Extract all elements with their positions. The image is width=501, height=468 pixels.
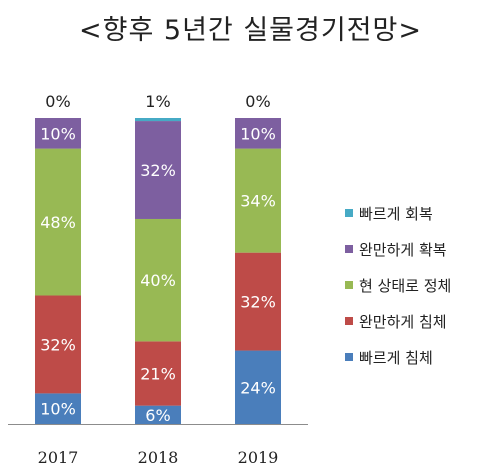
legend-item: 빠르게 회복 <box>345 205 433 223</box>
x-tick-label: 2018 <box>138 448 179 467</box>
bar-segment <box>235 118 281 149</box>
legend-swatch <box>345 353 353 361</box>
legend-label: 빠르게 회복 <box>359 205 433 223</box>
data-label: 21% <box>140 365 176 384</box>
data-label: 0% <box>45 92 70 111</box>
x-tick-label: 2017 <box>38 448 79 467</box>
bar-group-2019: 24% 32% 34% 10% 0% <box>235 92 281 424</box>
data-label: 34% <box>240 192 276 211</box>
legend-item: 빠르게 침체 <box>345 349 433 367</box>
data-label: 32% <box>40 335 76 354</box>
legend-label: 완만하게 침체 <box>359 313 447 331</box>
legend-label: 현 상태로 정체 <box>359 277 451 295</box>
data-label: 10% <box>240 124 276 143</box>
legend-label: 빠르게 침체 <box>359 349 433 367</box>
legend-label: 완만하게 확복 <box>359 241 447 259</box>
legend-swatch <box>345 317 353 325</box>
legend-item: 현 상태로 정체 <box>345 277 451 295</box>
data-label: 6% <box>145 406 170 425</box>
bar-group-2018: 6% 21% 40% 32% 1% <box>135 92 181 425</box>
chart-title: <향후 5년간 실물경기전망> <box>79 15 422 46</box>
data-label: 48% <box>40 213 76 232</box>
data-label: 32% <box>140 161 176 180</box>
data-label: 0% <box>245 92 270 111</box>
bar-segment <box>135 118 181 122</box>
legend-item: 완만하게 확복 <box>345 241 447 259</box>
legend-swatch <box>345 245 353 253</box>
bar-segment <box>35 118 81 149</box>
data-label: 32% <box>240 293 276 312</box>
bar-group-2017: 10% 32% 48% 10% 0% <box>35 92 81 424</box>
data-label: 10% <box>40 400 76 419</box>
legend-item: 완만하게 침체 <box>345 313 447 331</box>
bar-segment <box>135 218 181 342</box>
data-label: 24% <box>240 378 276 397</box>
bar-segment <box>35 148 81 296</box>
bar-segment <box>135 405 181 424</box>
legend-swatch <box>345 209 353 217</box>
data-label: 10% <box>40 124 76 143</box>
bar-segment <box>235 350 281 424</box>
bar-segment <box>35 393 81 424</box>
bar-groups: 10% 32% 48% 10% 0% 6% 21% 40% 32% 1% 24% 32% 34% 10% 0… <box>35 92 281 425</box>
bar-segment <box>235 148 281 253</box>
bar-segment <box>135 341 181 406</box>
data-label: 40% <box>140 271 176 290</box>
x-tick-label: 2019 <box>238 448 279 467</box>
x-tick-labels: 2017 2018 2019 <box>38 448 279 467</box>
legend-swatch <box>345 281 353 289</box>
bar-segment <box>35 295 81 394</box>
bar-segment <box>135 121 181 219</box>
bar-segment <box>235 252 281 351</box>
data-label: 1% <box>145 92 170 111</box>
